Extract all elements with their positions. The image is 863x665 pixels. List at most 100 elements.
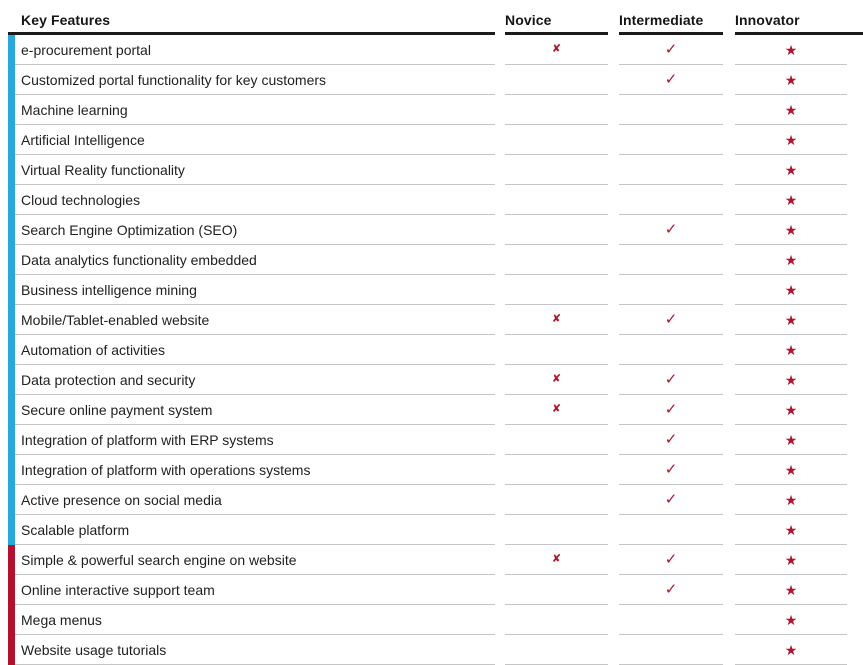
feature-label: Automation of activities [21, 341, 165, 358]
feature-cell: Scalable platform [8, 515, 495, 545]
feature-cell: Search Engine Optimization (SEO) [8, 215, 495, 245]
novice-cell [505, 335, 608, 365]
star-icon: ★ [784, 71, 798, 88]
novice-cell: ✘ [505, 545, 608, 575]
blue-category-bar [8, 425, 15, 455]
blue-category-bar [8, 95, 15, 125]
novice-cell [505, 455, 608, 485]
blue-category-bar [8, 485, 15, 515]
feature-cell: Machine learning [8, 95, 495, 125]
novice-cell [505, 65, 608, 95]
intermediate-cell [619, 95, 723, 125]
feature-row: Customized portal functionality for key … [8, 65, 863, 95]
novice-cell: ✘ [505, 35, 608, 65]
feature-row: Data protection and security ✘ ✓ ★ [8, 365, 863, 395]
intermediate-cell: ✓ [619, 215, 723, 245]
feature-row: Active presence on social media ✓ ★ [8, 485, 863, 515]
star-icon: ★ [784, 191, 798, 208]
feature-label: Virtual Reality functionality [21, 161, 185, 178]
feature-label: Cloud technologies [21, 191, 141, 208]
red-category-bar [8, 575, 15, 605]
feature-cell: Automation of activities [8, 335, 495, 365]
feature-row: e-procurement portal ✘ ✓ ★ [8, 35, 863, 65]
check-icon: ✓ [664, 461, 678, 478]
novice-cell: ✘ [505, 365, 608, 395]
star-icon: ★ [784, 311, 798, 328]
feature-row: Online interactive support team ✓ ★ [8, 575, 863, 605]
novice-cell [505, 425, 608, 455]
star-icon: ★ [784, 581, 798, 598]
novice-cell: ✘ [505, 305, 608, 335]
blue-category-bar [8, 335, 15, 365]
feature-cell: Online interactive support team [8, 575, 495, 605]
blue-category-bar [8, 185, 15, 215]
innovator-cell: ★ [735, 395, 847, 425]
feature-row: Mega menus ★ [8, 605, 863, 635]
intermediate-cell: ✓ [619, 425, 723, 455]
blue-category-bar [8, 155, 15, 185]
innovator-cell: ★ [735, 575, 847, 605]
feature-cell: Business intelligence mining [8, 275, 495, 305]
intermediate-cell: ✓ [619, 455, 723, 485]
feature-label: Scalable platform [21, 521, 130, 538]
star-icon: ★ [784, 551, 798, 568]
feature-column-header: Key Features [8, 0, 495, 35]
novice-cell [505, 485, 608, 515]
feature-row: Secure online payment system ✘ ✓ ★ [8, 395, 863, 425]
innovator-cell: ★ [735, 335, 847, 365]
red-category-bar [8, 635, 15, 665]
innovator-cell: ★ [735, 275, 847, 305]
innovator-cell: ★ [735, 515, 847, 545]
feature-cell: e-procurement portal [8, 35, 495, 65]
feature-row: Cloud technologies ★ [8, 185, 863, 215]
intermediate-cell [619, 185, 723, 215]
intermediate-cell [619, 245, 723, 275]
intermediate-cell: ✓ [619, 575, 723, 605]
feature-row: Scalable platform ★ [8, 515, 863, 545]
intermediate-cell: ✓ [619, 395, 723, 425]
blue-category-bar [8, 305, 15, 335]
column-header-intermediate: Intermediate [619, 0, 723, 35]
feature-row: Simple & powerful search engine on websi… [8, 545, 863, 575]
feature-row: Integration of platform with ERP systems… [8, 425, 863, 455]
novice-cell: ✘ [505, 395, 608, 425]
feature-row: Automation of activities ★ [8, 335, 863, 365]
intermediate-cell [619, 275, 723, 305]
novice-cell [505, 605, 608, 635]
feature-cell: Mega menus [8, 605, 495, 635]
blue-category-bar [8, 215, 15, 245]
column-header-innovator: Innovator [735, 0, 863, 35]
star-icon: ★ [784, 41, 798, 58]
intermediate-cell [619, 605, 723, 635]
red-category-bar [8, 605, 15, 635]
feature-cell: Data protection and security [8, 365, 495, 395]
intermediate-cell [619, 335, 723, 365]
blue-category-bar [8, 515, 15, 545]
star-icon: ★ [784, 341, 798, 358]
check-icon: ✓ [664, 371, 678, 388]
novice-cell [505, 95, 608, 125]
novice-cell [505, 125, 608, 155]
feature-row: Data analytics functionality embedded ★ [8, 245, 863, 275]
feature-row: Website usage tutorials ★ [8, 635, 863, 665]
star-icon: ★ [784, 611, 798, 628]
intermediate-cell: ✓ [619, 365, 723, 395]
feature-cell: Integration of platform with operations … [8, 455, 495, 485]
check-icon: ✓ [664, 221, 678, 238]
novice-cell [505, 635, 608, 665]
intermediate-cell [619, 635, 723, 665]
feature-cell: Virtual Reality functionality [8, 155, 495, 185]
red-category-bar [8, 545, 15, 575]
feature-label: Business intelligence mining [21, 281, 197, 298]
blue-category-bar [8, 395, 15, 425]
innovator-cell: ★ [735, 485, 847, 515]
feature-label: Mobile/Tablet-enabled website [21, 311, 210, 328]
innovator-cell: ★ [735, 245, 847, 275]
check-icon: ✓ [664, 401, 678, 418]
feature-row: Search Engine Optimization (SEO) ✓ ★ [8, 215, 863, 245]
innovator-cell: ★ [735, 35, 847, 65]
intermediate-cell: ✓ [619, 545, 723, 575]
feature-row: Artificial Intelligence ★ [8, 125, 863, 155]
intermediate-cell: ✓ [619, 35, 723, 65]
innovator-cell: ★ [735, 185, 847, 215]
